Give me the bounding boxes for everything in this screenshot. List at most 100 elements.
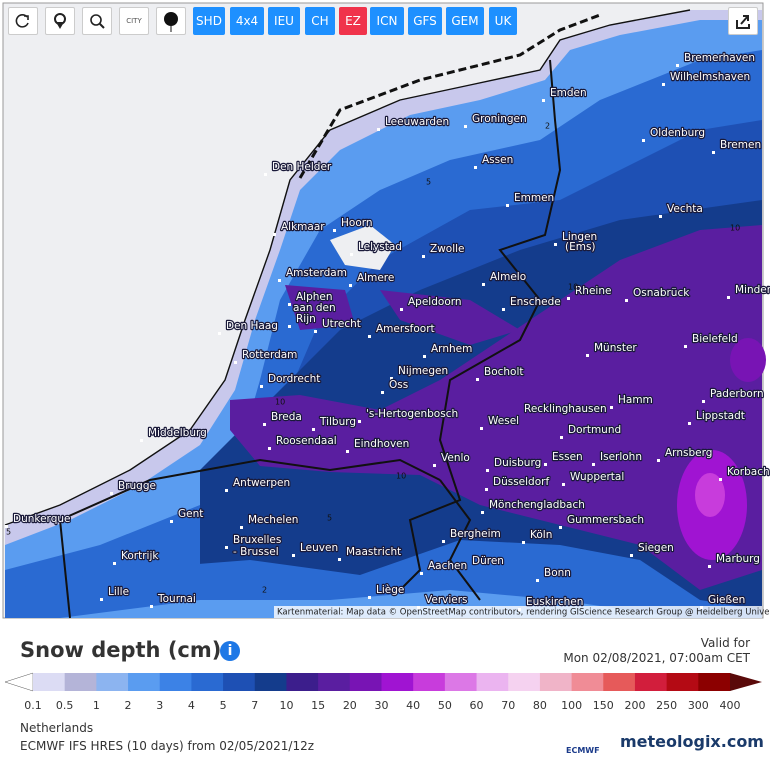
city-label: Maastricht <box>346 546 401 558</box>
city-dot <box>485 488 488 491</box>
snow-band <box>285 285 355 330</box>
city-label: Rotterdam <box>242 349 297 361</box>
city-dot <box>268 447 271 450</box>
city-label: Essen <box>552 451 583 463</box>
city-dot <box>225 489 228 492</box>
city-label: Den Haag <box>226 320 278 332</box>
info-button[interactable]: i <box>220 641 240 661</box>
model-button[interactable]: 4x4 <box>230 7 264 35</box>
coastline <box>4 9 691 526</box>
legend-tick: 60 <box>470 699 484 712</box>
city-label: Minden <box>735 284 770 296</box>
city-dot <box>312 428 315 431</box>
marker-button[interactable] <box>156 7 186 35</box>
city-dot <box>358 420 361 423</box>
city-dot <box>225 546 228 549</box>
city-label: Almelo <box>490 271 526 283</box>
city-dot <box>234 361 237 364</box>
city-label: Paderborn <box>710 388 764 400</box>
location-button[interactable] <box>45 7 75 35</box>
model-button[interactable]: GEM <box>446 7 484 35</box>
city-dot <box>719 478 722 481</box>
city-dot <box>240 526 243 529</box>
city-dot <box>433 464 436 467</box>
contour <box>298 13 601 179</box>
color-cell <box>444 673 478 691</box>
refresh-button[interactable] <box>8 7 38 35</box>
contour-label: 10 <box>568 283 578 292</box>
model-button[interactable]: CH <box>305 7 335 35</box>
city-dot <box>482 283 485 286</box>
city-dot <box>263 423 266 426</box>
city-label: Antwerpen <box>233 477 290 489</box>
city-label: Leuven <box>300 542 338 554</box>
city-label: Aachen <box>428 560 467 572</box>
city-label: Leeuwarden <box>385 116 449 128</box>
share-button[interactable] <box>728 7 758 35</box>
color-cell <box>33 673 66 691</box>
city-label: aan den <box>293 302 336 314</box>
city-label: Gummersbach <box>567 514 644 526</box>
city-label: Bergheim <box>450 528 501 540</box>
model-button[interactable]: SHD <box>193 7 225 35</box>
icon <box>736 15 750 29</box>
city-label: Arnsberg <box>665 447 712 459</box>
legend-title: Snow depth (cm) <box>20 638 222 662</box>
legend-tick: 70 <box>501 699 515 712</box>
city-dot <box>659 215 662 218</box>
city-label: Verviers <box>425 594 468 606</box>
city-label: Oss <box>389 379 408 391</box>
city-label: Lippstadt <box>696 410 745 422</box>
city-button[interactable]: CITY <box>119 7 149 35</box>
city-dot <box>702 400 705 403</box>
color-cell <box>159 673 192 691</box>
border <box>439 479 481 601</box>
city-label: Lingen <box>562 231 597 243</box>
border <box>58 458 441 619</box>
city-label: Korbach <box>727 466 770 478</box>
city-dot <box>422 255 425 258</box>
model-button[interactable]: GFS <box>408 7 442 35</box>
model-run: ECMWF IFS HRES (10 days) from 02/05/2021… <box>20 739 315 753</box>
color-cell <box>64 673 97 691</box>
city-label: Mechelen <box>248 514 298 526</box>
color-cell <box>666 673 699 691</box>
model-button[interactable]: EZ <box>339 7 367 35</box>
attribution: Kartenmaterial: Map data © OpenStreetMap… <box>277 608 770 618</box>
city-dot <box>218 332 221 335</box>
color-cell <box>254 673 287 691</box>
legend-tick: 400 <box>720 699 741 712</box>
model-button[interactable]: IEU <box>268 7 300 35</box>
zoom-button[interactable] <box>82 7 112 35</box>
legend-tick: 0.1 <box>24 699 42 712</box>
city-dot <box>377 128 380 131</box>
city-dot <box>642 139 645 142</box>
city-label: Lille <box>108 586 129 598</box>
brand-logo: meteologix.com <box>620 732 764 751</box>
city-label: Iserlohn <box>600 451 642 463</box>
city-label: - Brussel <box>233 546 279 558</box>
city-label: Bremen <box>720 139 761 151</box>
city-dot <box>113 562 116 565</box>
legend-tick: 300 <box>688 699 709 712</box>
snow-band <box>5 540 762 618</box>
city-label: Emmen <box>514 192 554 204</box>
icon <box>15 14 29 28</box>
color-cell <box>539 673 573 691</box>
city-label: Bremerhaven <box>684 52 755 64</box>
icon <box>164 12 178 32</box>
color-cell <box>698 673 731 691</box>
snow-band <box>230 225 762 590</box>
city-label: Apeldoorn <box>408 296 462 308</box>
city-label: Oldenburg <box>650 127 705 139</box>
legend-tick: 250 <box>656 699 677 712</box>
snow-band <box>380 290 520 345</box>
contour-label: 10 <box>275 398 285 407</box>
model-button[interactable]: ICN <box>370 7 404 35</box>
icon <box>54 13 66 29</box>
city-dot <box>288 303 291 306</box>
city-label: Eindhoven <box>354 438 409 450</box>
contour-label: 5 <box>426 178 431 187</box>
city-label: Bonn <box>544 567 571 579</box>
model-button[interactable]: UK <box>489 7 517 35</box>
